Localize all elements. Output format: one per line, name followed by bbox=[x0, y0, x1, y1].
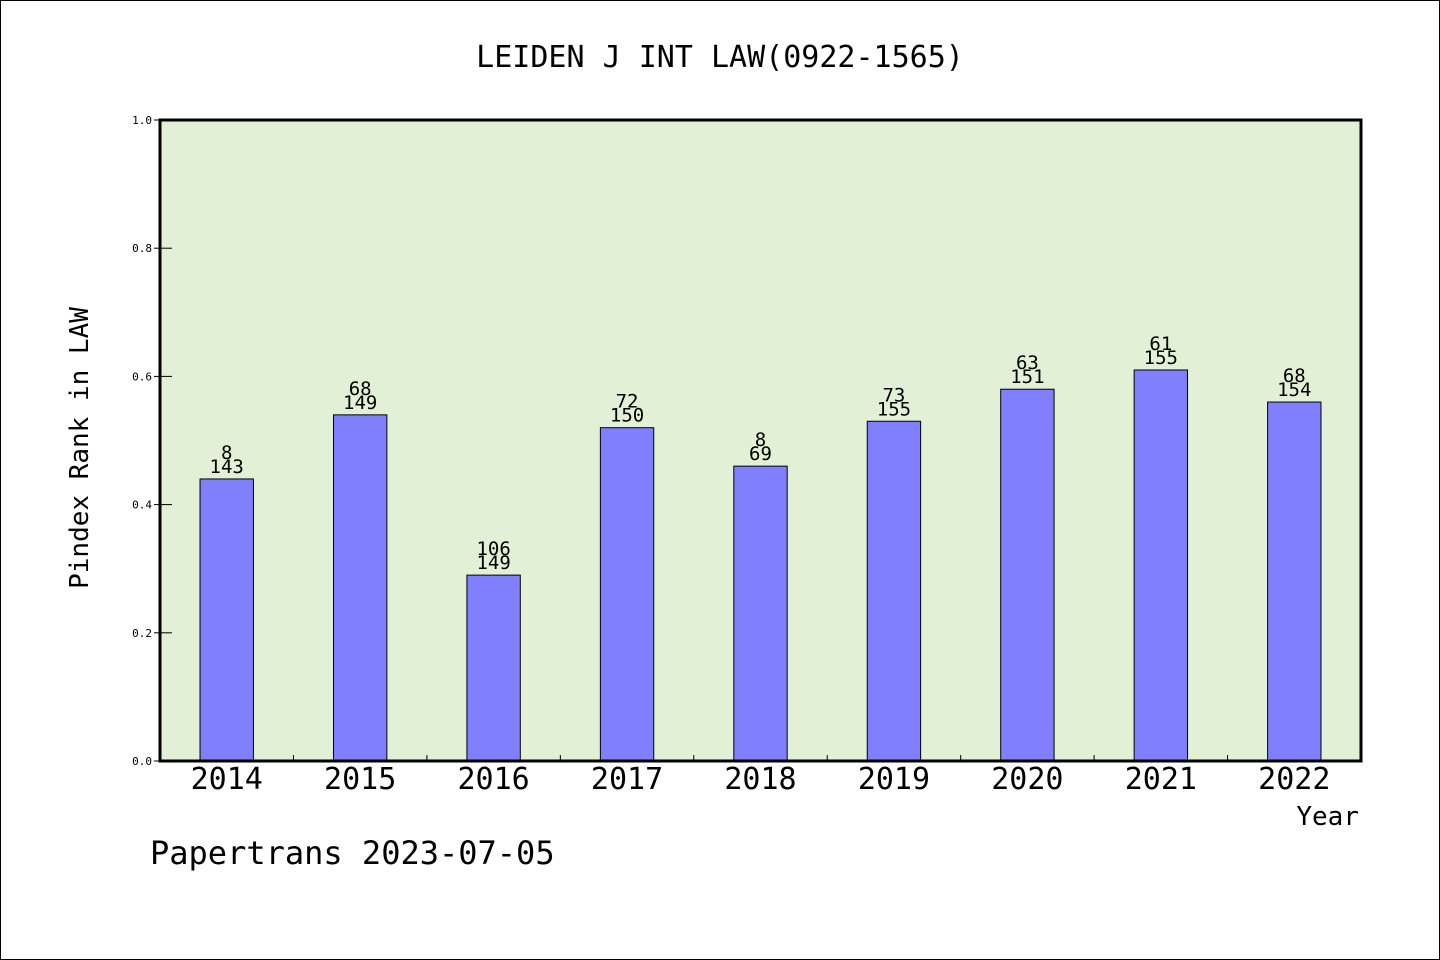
bar-label-bottom: 149 bbox=[343, 392, 377, 414]
y-tick-label: 0.8 bbox=[132, 242, 152, 255]
bar-labels: 8143681491061497215086973155631516115568… bbox=[210, 333, 1312, 574]
bar-label-top: 63 bbox=[1016, 352, 1039, 374]
x-tick-label: 2021 bbox=[1125, 762, 1197, 797]
x-tick-label: 2015 bbox=[324, 762, 396, 797]
y-tick-label: 0.2 bbox=[132, 627, 152, 640]
bar-label-bottom: 151 bbox=[1010, 366, 1044, 388]
bar-2016 bbox=[466, 574, 521, 762]
chart-title: LEIDEN J INT LAW(0922-1565) bbox=[476, 40, 964, 75]
bar-label-bottom: 150 bbox=[610, 405, 644, 427]
bar-2020 bbox=[1000, 388, 1055, 762]
bar-label-top: 61 bbox=[1149, 333, 1172, 355]
y-axis-ticks: 0.0 0.2 0.4 0.6 0.8 1.0 bbox=[132, 114, 172, 768]
bars bbox=[199, 369, 1322, 762]
bar-2022 bbox=[1267, 401, 1322, 762]
x-axis-label: Year bbox=[1296, 802, 1359, 832]
x-tick-label: 2022 bbox=[1258, 762, 1330, 797]
bar-2015 bbox=[332, 414, 388, 762]
x-tick-label: 2016 bbox=[457, 762, 529, 797]
x-tick-label: 2017 bbox=[591, 762, 663, 797]
x-tick-label: 2014 bbox=[191, 762, 263, 797]
plot-border bbox=[158, 118, 1363, 763]
bar-2019 bbox=[866, 420, 922, 762]
bar-label-top: 8 bbox=[221, 442, 232, 464]
bar-label-bottom: 69 bbox=[749, 443, 772, 465]
bar-label-top: 68 bbox=[349, 378, 372, 400]
bar-label-top: 68 bbox=[1283, 365, 1306, 387]
bar-label-top: 8 bbox=[755, 429, 766, 451]
bar-label-bottom: 154 bbox=[1277, 379, 1311, 401]
x-tick-label: 2018 bbox=[724, 762, 796, 797]
bar-label-bottom: 143 bbox=[210, 456, 244, 478]
bar-label-top: 72 bbox=[616, 391, 639, 413]
y-axis-label: Pindex Rank in LAW bbox=[65, 307, 95, 589]
x-tick-label: 2019 bbox=[858, 762, 930, 797]
y-tick-label: 1.0 bbox=[132, 114, 152, 127]
y-tick-label: 0.0 bbox=[132, 755, 152, 768]
x-tick-label: 2020 bbox=[991, 762, 1063, 797]
bar-2018 bbox=[733, 465, 788, 762]
bar-2017 bbox=[599, 427, 655, 762]
bar-label-bottom: 155 bbox=[1144, 347, 1178, 369]
bar-label-bottom: 155 bbox=[877, 398, 911, 420]
bar-2014 bbox=[199, 478, 254, 762]
bar-label-top: 73 bbox=[882, 384, 905, 406]
bar-label-top: 106 bbox=[476, 538, 510, 560]
y-tick-label: 0.4 bbox=[132, 499, 152, 512]
bar-2021 bbox=[1133, 369, 1189, 762]
x-axis-ticks: 2014 2015 2016 2017 2018 2019 2020 2021 2022 bbox=[191, 755, 1330, 797]
y-tick-label: 0.6 bbox=[132, 370, 152, 383]
bar-label-bottom: 149 bbox=[476, 552, 510, 574]
footer-credit: Papertrans 2023-07-05 bbox=[150, 834, 555, 872]
